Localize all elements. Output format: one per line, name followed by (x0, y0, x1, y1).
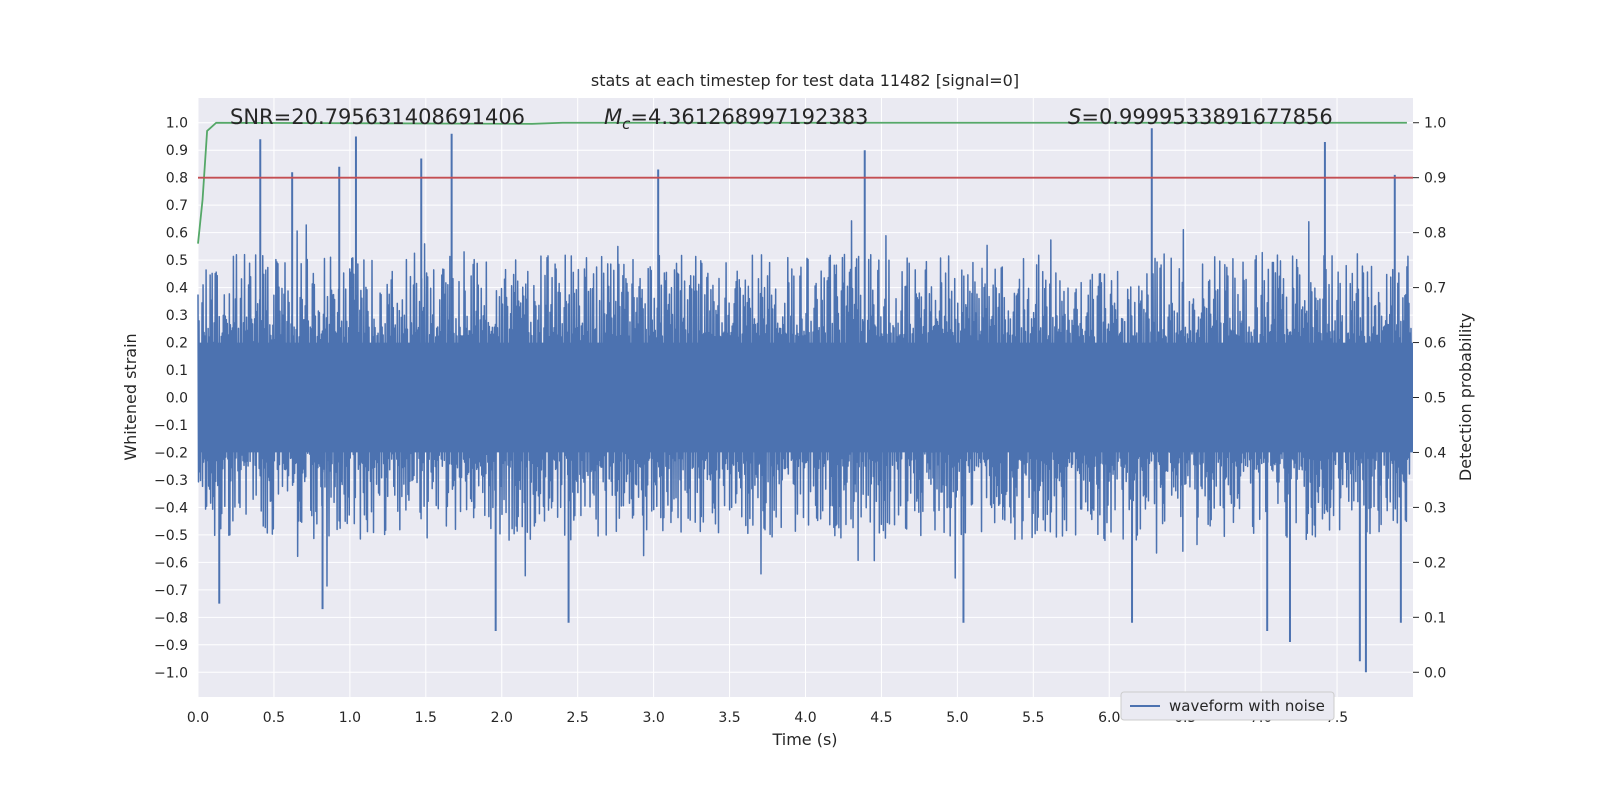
y2-tick-label: 0.6 (1424, 336, 1446, 352)
y-tick-label: 0.6 (166, 226, 188, 242)
y2-tick-label: 0.3 (1424, 500, 1446, 516)
y-tick-label: 0.9 (166, 143, 188, 159)
legend-label: waveform with noise (1169, 697, 1325, 715)
y2-tick-label: 0.7 (1424, 281, 1446, 297)
y-tick-label: 0.7 (166, 198, 188, 214)
x-tick-label: 6.0 (1098, 710, 1120, 726)
x-tick-label: 0.0 (187, 710, 209, 726)
y-axis-label: Whitened strain (121, 333, 140, 460)
y-tick-label: 0.1 (166, 363, 188, 379)
detection-stat-value: =0.9999533891677856 (1081, 105, 1332, 129)
x-tick-label: 1.0 (339, 710, 361, 726)
y-tick-label: −0.6 (154, 555, 188, 571)
x-tick-label: 1.5 (415, 710, 437, 726)
y2-tick-label: 0.2 (1424, 555, 1446, 571)
x-tick-label: 5.5 (1022, 710, 1044, 726)
chart-title: stats at each timestep for test data 114… (591, 71, 1019, 90)
detection-stat-annotation: S=0.9999533891677856 (1068, 105, 1333, 129)
x-tick-label: 4.5 (870, 710, 892, 726)
y2-tick-label: 0.4 (1424, 445, 1446, 461)
y-tick-label: 0.0 (166, 391, 188, 407)
x-tick-label: 4.0 (794, 710, 816, 726)
y-tick-label: −1.0 (154, 665, 188, 681)
legend-box (1120, 691, 1335, 721)
x-tick-label: 2.5 (567, 710, 589, 726)
chirp-mass-value: =4.361268997192383 (630, 105, 868, 129)
y2-axis-label: Detection probability (1456, 313, 1475, 481)
x-axis-label: Time (s) (771, 730, 837, 749)
y-tick-label: −0.8 (154, 610, 188, 626)
chirp-mass-symbol: M (604, 105, 622, 129)
y2-tick-label: 1.0 (1424, 116, 1446, 132)
chirp-mass-annotation: Mc=4.361268997192383 (604, 105, 868, 133)
waveform-core-band (198, 342, 1413, 453)
y-tick-label: 1.0 (166, 116, 188, 132)
chirp-mass-subscript: c (622, 115, 631, 133)
detection-probability-line (197, 121, 1407, 244)
y-tick-label: −0.1 (154, 418, 188, 434)
x-tick-label: 5.0 (946, 710, 968, 726)
y-tick-label: 0.8 (166, 171, 188, 187)
y-tick-label: 0.4 (166, 281, 188, 297)
detection-stat-symbol: S (1068, 105, 1081, 129)
y2-tick-label: 0.9 (1424, 171, 1446, 187)
y-tick-label: 0.3 (166, 308, 188, 324)
series-layer (197, 121, 1413, 673)
y-axis: 1.0 0.9 0.8 0.7 0.6 0.5 0.4 0.3 0.2 0.1 0.0 −0.1 −0.… (154, 116, 188, 682)
y-tick-label: −0.2 (154, 445, 188, 461)
y-tick-label: −0.5 (154, 528, 188, 544)
y-tick-label: −0.4 (154, 500, 188, 516)
x-tick-label: 0.5 (263, 710, 285, 726)
y2-tick-label: 0.5 (1424, 391, 1446, 407)
y2-tick-label: 0.8 (1424, 226, 1446, 242)
y2-axis: 1.0 0.9 0.8 0.7 0.6 0.5 0.4 0.3 0.2 0.1 0.0 (1413, 116, 1446, 681)
snr-annotation: SNR=20.795631408691406 (230, 105, 525, 129)
x-tick-label: 2.0 (491, 710, 513, 726)
y-tick-label: 0.2 (166, 336, 188, 352)
y2-tick-label: 0.0 (1424, 665, 1446, 681)
x-tick-label: 3.0 (642, 710, 664, 726)
y-tick-label: −0.9 (154, 638, 188, 654)
legend: waveform with noise (1120, 691, 1335, 721)
x-tick-label: 3.5 (718, 710, 740, 726)
y-tick-label: −0.3 (154, 473, 188, 489)
y-tick-label: 0.5 (166, 253, 188, 269)
y2-tick-label: 0.1 (1424, 610, 1446, 626)
y-tick-label: −0.7 (154, 583, 188, 599)
